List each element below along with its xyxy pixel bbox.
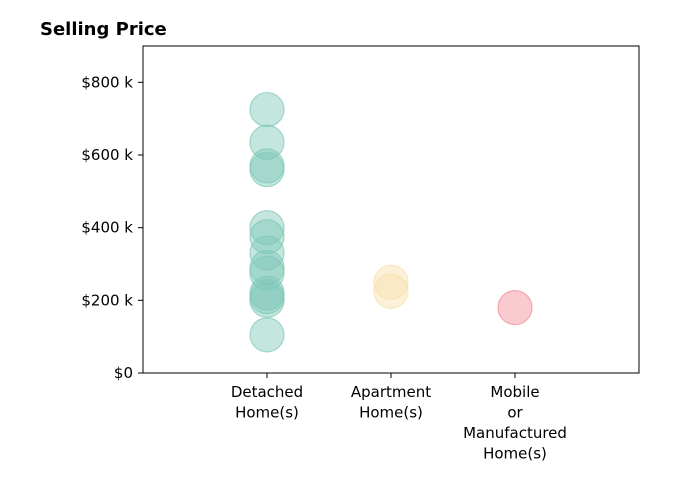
data-point: [249, 235, 285, 271]
data-point: [497, 290, 533, 326]
data-point: [249, 91, 285, 128]
data-point: [373, 273, 409, 309]
y-tick-label: $800 k: [81, 73, 133, 91]
y-tick-label: $400 k: [81, 219, 133, 237]
data-point: [249, 219, 285, 255]
x-tick-label: Detached Home(s): [231, 383, 303, 422]
x-tick-label: Mobile or Manufactured Home(s): [463, 383, 567, 463]
y-tick-label: $600 k: [81, 146, 133, 164]
data-point: [249, 282, 285, 318]
y-tick-label: $0: [114, 364, 133, 382]
data-point: [373, 264, 409, 300]
data-point: [249, 210, 285, 246]
data-point: [249, 317, 285, 353]
chart-title: Selling Price: [40, 19, 167, 40]
data-point: [249, 151, 285, 188]
plot-area: $0 $200 k $400 k $600 k $800 k Detached Home(s…: [81, 45, 640, 463]
data-point: [249, 250, 285, 286]
plot-frame: [142, 45, 640, 374]
y-tick-label: $200 k: [81, 291, 133, 309]
x-tick-label: Apartment Home(s): [351, 383, 431, 422]
